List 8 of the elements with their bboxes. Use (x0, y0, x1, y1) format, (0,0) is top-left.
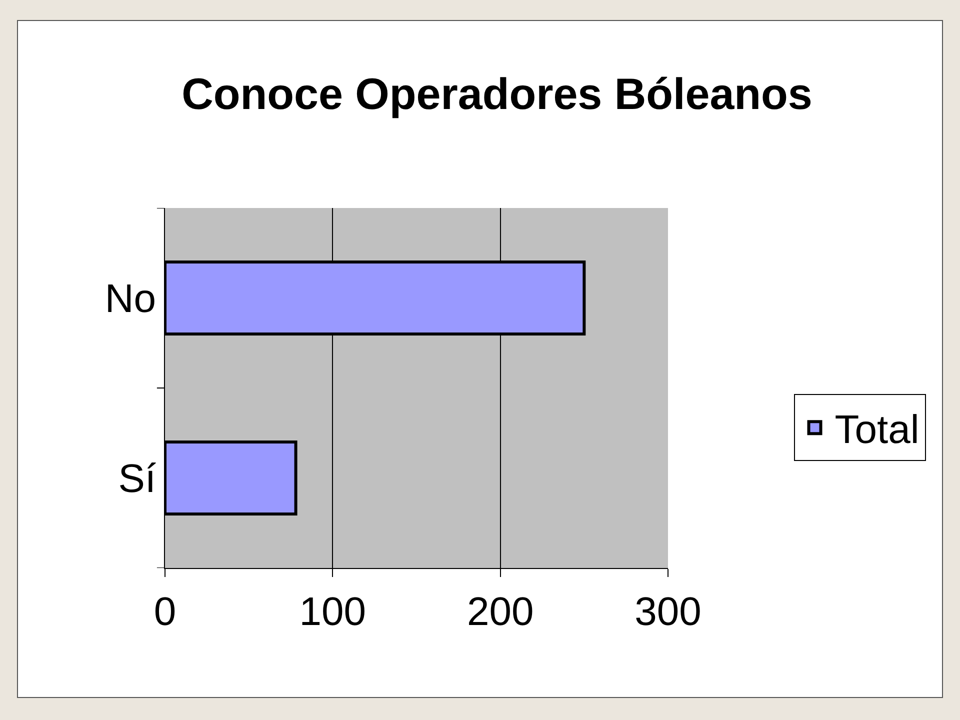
x-tick-label: 300 (634, 590, 702, 634)
chart-title: Conoce Operadores Bóleanos (182, 70, 812, 119)
x-tick-label: 0 (154, 590, 176, 634)
legend-label: Total (834, 408, 920, 452)
x-tick-label: 200 (466, 590, 534, 634)
y-tick-label: Sí (118, 457, 156, 501)
x-tick-label: 100 (299, 590, 366, 634)
y-tick-label: No (104, 277, 156, 321)
